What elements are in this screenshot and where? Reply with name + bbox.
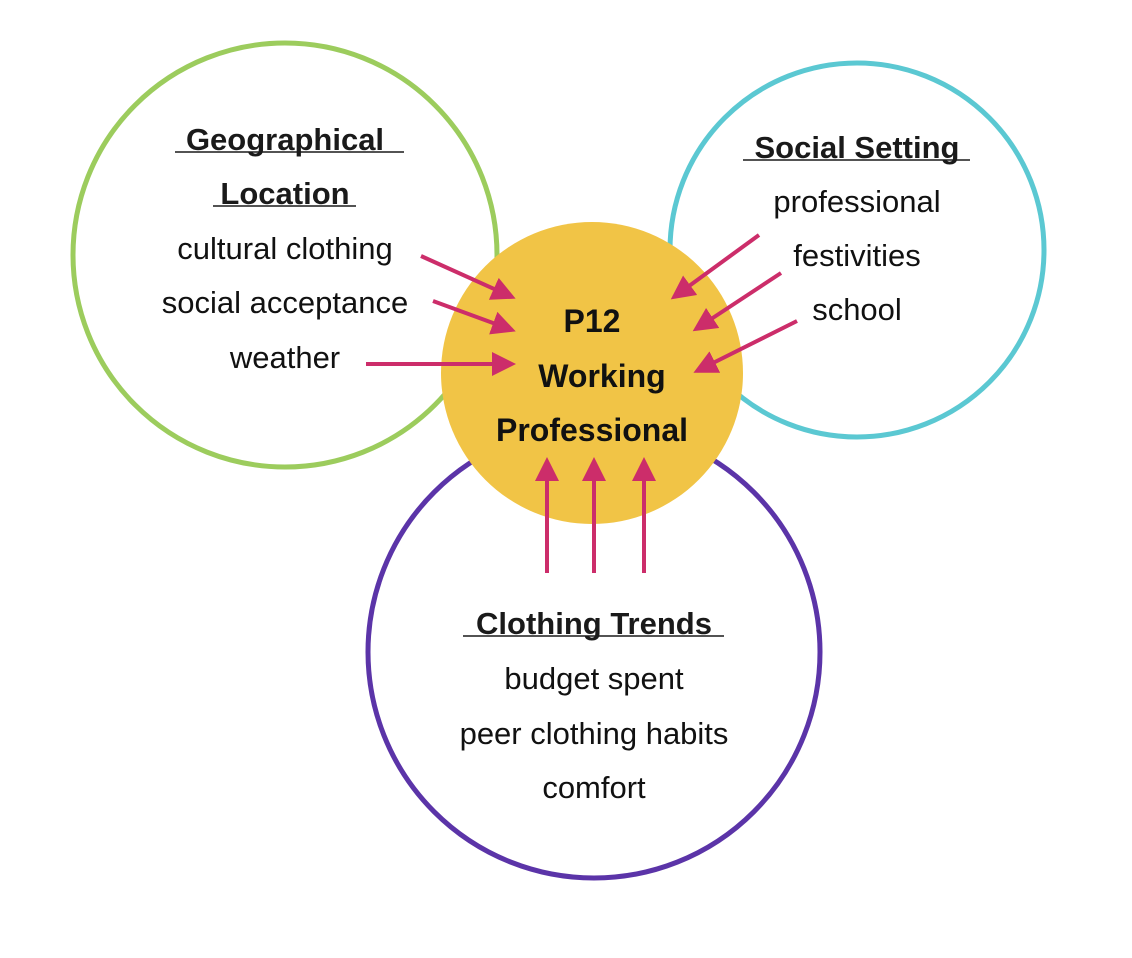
geographical-title-line1: Geographical bbox=[186, 122, 384, 157]
arrow-geo-social-acceptance bbox=[432, 299, 516, 335]
center-label-line3: Professional bbox=[496, 412, 688, 448]
geographical-location-circle bbox=[70, 40, 500, 470]
center-label-line1: P12 bbox=[564, 303, 621, 339]
center-circle bbox=[441, 222, 743, 524]
social-item-school: school bbox=[812, 292, 902, 327]
arrow-social-school bbox=[693, 319, 798, 373]
geographical-item-social-acceptance: social acceptance bbox=[162, 285, 408, 320]
geographical-item-weather: weather bbox=[229, 340, 340, 375]
arrow-social-professional bbox=[670, 233, 761, 300]
trends-item-peer-clothing-habits: peer clothing habits bbox=[460, 716, 729, 751]
arrow-social-festivities bbox=[692, 271, 783, 332]
trends-item-comfort: comfort bbox=[542, 770, 646, 805]
geographical-item-cultural-clothing: cultural clothing bbox=[177, 231, 392, 266]
geographical-title-line2: Location bbox=[220, 176, 349, 211]
social-item-festivities: festivities bbox=[793, 238, 920, 273]
social-item-professional: professional bbox=[773, 184, 940, 219]
center-label-line2: Working bbox=[538, 358, 665, 394]
clothing-trends-title: Clothing Trends bbox=[476, 606, 712, 641]
social-setting-title: Social Setting bbox=[755, 130, 960, 165]
arrow-geo-cultural-clothing bbox=[420, 254, 516, 300]
trends-item-budget-spent: budget spent bbox=[504, 661, 684, 696]
